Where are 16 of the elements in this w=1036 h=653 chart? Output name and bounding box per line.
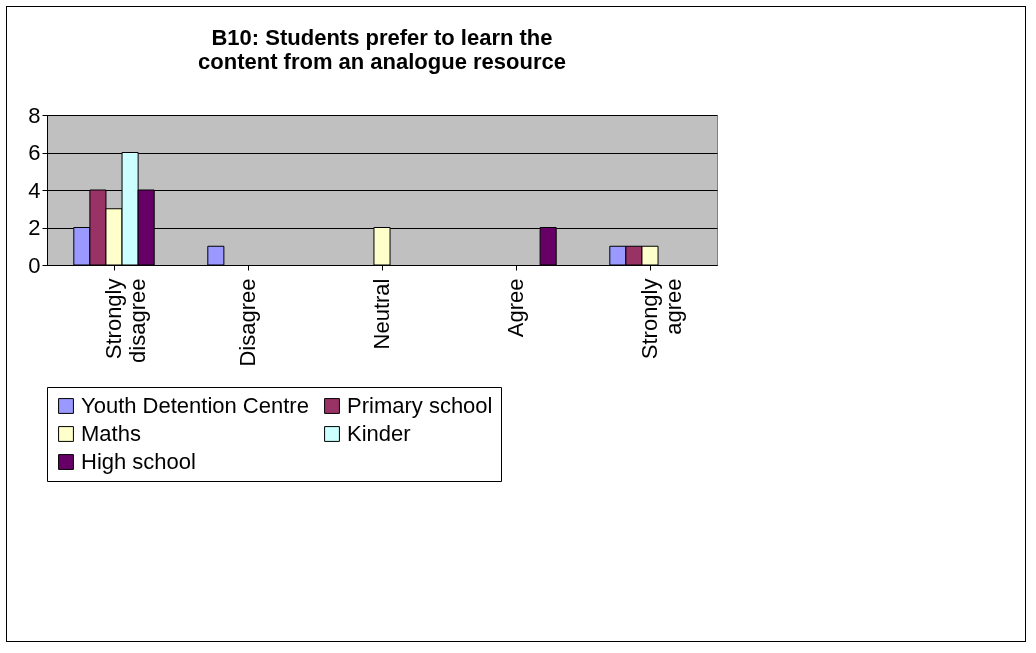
legend-label: Primary school bbox=[347, 393, 493, 418]
y-tick-label: 2 bbox=[28, 215, 41, 240]
x-tick-label: Strongly agree bbox=[637, 278, 686, 360]
legend-label: Youth Detention Centre bbox=[81, 393, 309, 418]
x-tick-label: Neutral bbox=[369, 278, 394, 350]
y-tick-label: 6 bbox=[28, 140, 41, 165]
y-tick-label: 8 bbox=[28, 102, 41, 128]
legend-label: Kinder bbox=[347, 421, 411, 446]
legend-label: High school bbox=[81, 449, 196, 474]
x-tick-label: Agree bbox=[503, 278, 528, 338]
x-tick-label: Strongly disagree bbox=[101, 278, 150, 363]
y-tick-label: 4 bbox=[28, 177, 41, 203]
chart-title: B10: Students prefer to learn the content from an analogue resource bbox=[198, 25, 566, 74]
x-tick-label: Disagree bbox=[235, 278, 260, 367]
legend-label: Maths bbox=[81, 421, 141, 446]
y-tick-label: 0 bbox=[28, 252, 41, 278]
